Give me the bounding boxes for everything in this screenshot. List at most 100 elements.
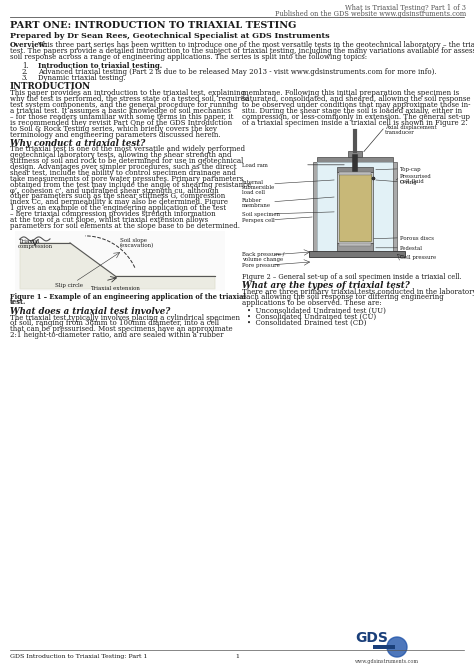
Text: parameters for soil elements at the slope base to be determined.: parameters for soil elements at the slop… — [10, 222, 240, 230]
Text: why the test is performed, the stress state of a tested soil, required: why the test is performed, the stress st… — [10, 95, 249, 103]
Text: 3.: 3. — [22, 74, 28, 82]
Text: geotechnical laboratory tests, allowing the shear strength and: geotechnical laboratory tests, allowing … — [10, 151, 231, 159]
Text: •  Unconsolidated Undrained test (UU): • Unconsolidated Undrained test (UU) — [247, 308, 386, 315]
Text: at the top of a cut slope, whilst triaxial extension allows: at the top of a cut slope, whilst triaxi… — [10, 216, 208, 224]
Text: Triaxial: Triaxial — [18, 239, 39, 244]
Text: Top-cap: Top-cap — [400, 167, 422, 172]
Text: compression, or less-commonly in extension. The general set-up: compression, or less-commonly in extensi… — [242, 113, 470, 121]
Text: volume change: volume change — [242, 257, 283, 262]
Text: Triaxial extension: Triaxial extension — [90, 286, 140, 291]
Text: test.: test. — [10, 298, 26, 306]
Text: design. Advantages over simpler procedures, such as the direct: design. Advantages over simpler procedur… — [10, 163, 237, 171]
Circle shape — [387, 637, 407, 657]
Text: •  Consolidated Undrained test (CU): • Consolidated Undrained test (CU) — [247, 313, 376, 321]
Text: GDS Introduction to Triaxial Testing: Part 1: GDS Introduction to Triaxial Testing: Pa… — [10, 654, 147, 659]
Bar — [339, 172, 371, 175]
Bar — [339, 174, 371, 241]
Text: 1.: 1. — [22, 62, 29, 70]
Text: Back pressure /: Back pressure / — [242, 252, 284, 257]
Text: applications to be observed. These are:: applications to be observed. These are: — [242, 299, 382, 308]
Text: Figure 1 – Example of an engineering application of the triaxial: Figure 1 – Example of an engineering app… — [10, 293, 246, 301]
Text: – here triaxial compression provides strength information: – here triaxial compression provides str… — [10, 210, 216, 218]
Bar — [309, 251, 405, 257]
Text: Overview:: Overview: — [10, 41, 48, 49]
Bar — [339, 243, 371, 246]
Text: test. The papers provide a detailed introduction to the subject of triaxial test: test. The papers provide a detailed intr… — [10, 47, 474, 55]
Text: This paper provides an introduction to the triaxial test, explaining: This paper provides an introduction to t… — [10, 89, 245, 97]
Text: load cell: load cell — [242, 190, 265, 195]
Text: of soil, ranging from 38mm to 100mm diameter, into a cell: of soil, ranging from 38mm to 100mm diam… — [10, 320, 219, 328]
Bar — [393, 161, 397, 251]
Text: Advanced triaxial testing (Part 2 is due to be released May 2013 - visit www.gds: Advanced triaxial testing (Part 2 is due… — [38, 68, 437, 76]
Bar — [337, 172, 373, 243]
Text: Dynamic triaxial testing.: Dynamic triaxial testing. — [38, 74, 126, 82]
Text: shear test, include the ability to control specimen drainage and: shear test, include the ability to contr… — [10, 169, 236, 177]
Text: Axial displacement: Axial displacement — [385, 125, 437, 130]
Polygon shape — [20, 243, 215, 289]
Text: index Cc, and permeability k may also be determined. Figure: index Cc, and permeability k may also be… — [10, 198, 228, 206]
Text: stiffness of soil and rock to be determined for use in geotechnical: stiffness of soil and rock to be determi… — [10, 157, 243, 165]
Text: 2:1 height-to-diameter ratio, and are sealed within a rubber: 2:1 height-to-diameter ratio, and are se… — [10, 331, 224, 339]
Text: is recommended they revisit Part One of the GDS Introduction: is recommended they revisit Part One of … — [10, 119, 232, 127]
Text: transducer: transducer — [385, 130, 415, 135]
Text: This three part series has been written to introduce one of the most versatile t: This three part series has been written … — [38, 41, 474, 49]
Text: soil response across a range of engineering applications. The series is split in: soil response across a range of engineer… — [10, 54, 367, 62]
Text: Soil specimen: Soil specimen — [242, 212, 280, 217]
Text: saturated, consolidated, and sheared, allowing the soil response: saturated, consolidated, and sheared, al… — [242, 95, 471, 103]
Bar — [317, 161, 393, 251]
Text: Introduction to triaxial testing.: Introduction to triaxial testing. — [38, 62, 162, 70]
Bar — [337, 243, 373, 251]
Text: of a triaxial specimen inside a triaxial cell is shown in Figure 2.: of a triaxial specimen inside a triaxial… — [242, 119, 468, 127]
Text: – for those readers unfamiliar with some terms in this paper, it: – for those readers unfamiliar with some… — [10, 113, 233, 121]
Bar — [15, 231, 225, 291]
Text: The triaxial test is one of the most versatile and widely performed: The triaxial test is one of the most ver… — [10, 145, 245, 153]
Text: Slip circle: Slip circle — [55, 283, 83, 288]
Text: membrane. Following this initial preparation the specimen is: membrane. Following this initial prepara… — [242, 89, 459, 97]
Text: There are three primary triaxial tests conducted in the laboratory,: There are three primary triaxial tests c… — [242, 287, 474, 295]
Text: INTRODUCTION: INTRODUCTION — [10, 82, 91, 91]
Text: Prepared by Dr Sean Rees, Geotechnical Specialist at GDS Instruments: Prepared by Dr Sean Rees, Geotechnical S… — [10, 32, 329, 40]
Text: take measurements of pore water pressures. Primary parameters: take measurements of pore water pressure… — [10, 175, 243, 183]
Text: Cell pressure: Cell pressure — [400, 255, 436, 260]
Text: cell fluid: cell fluid — [400, 179, 424, 184]
Text: O-ring: O-ring — [400, 180, 418, 185]
Bar — [317, 157, 393, 161]
Text: www.gdsinstruments.com: www.gdsinstruments.com — [355, 659, 419, 664]
Bar — [313, 161, 317, 251]
Text: Published on the GDS website www.gdsinstruments.com: Published on the GDS website www.gdsinst… — [275, 10, 466, 18]
Text: Perspex cell: Perspex cell — [242, 218, 275, 223]
Text: each allowing the soil response for differing engineering: each allowing the soil response for diff… — [242, 293, 444, 302]
Text: •  Consolidated Drained test (CD): • Consolidated Drained test (CD) — [247, 319, 366, 327]
Text: What is Triaxial Testing? Part 1 of 3: What is Triaxial Testing? Part 1 of 3 — [345, 4, 466, 12]
Text: 2.: 2. — [22, 68, 29, 76]
Text: Porous discs: Porous discs — [400, 236, 434, 241]
Text: test system components, and the general procedure for running: test system components, and the general … — [10, 101, 238, 109]
Text: (excavation): (excavation) — [120, 243, 154, 248]
Text: Figure 2 – General set-up of a soil specimen inside a triaxial cell.: Figure 2 – General set-up of a soil spec… — [242, 273, 462, 281]
Text: What does a triaxial test involve?: What does a triaxial test involve? — [10, 307, 170, 316]
Text: Why conduct a triaxial test?: Why conduct a triaxial test? — [10, 139, 145, 147]
Text: submersible: submersible — [242, 185, 275, 190]
Text: GDS: GDS — [355, 631, 388, 645]
Text: 1: 1 — [235, 654, 239, 659]
Text: The triaxial test typically involves placing a cylindrical specimen: The triaxial test typically involves pla… — [10, 314, 240, 322]
Text: other parameters such as the shear stiffness G, compression: other parameters such as the shear stiff… — [10, 192, 225, 200]
Text: Pore pressure: Pore pressure — [242, 263, 280, 268]
Text: that can be pressurised. Most specimens have an approximate: that can be pressurised. Most specimens … — [10, 326, 233, 334]
Text: terminology and engineering parameters discussed herein.: terminology and engineering parameters d… — [10, 131, 220, 139]
Text: φ’, cohesion c’, and undrained shear strength cu, although: φ’, cohesion c’, and undrained shear str… — [10, 187, 219, 194]
Text: Internal: Internal — [242, 180, 264, 185]
Text: Soil slope: Soil slope — [120, 238, 147, 243]
Text: membrane: membrane — [242, 203, 271, 208]
Text: compression: compression — [18, 244, 53, 249]
Text: obtained from the test may include the angle of shearing resistance: obtained from the test may include the a… — [10, 181, 251, 189]
Text: to Soil & Rock Testing series, which briefly covers the key: to Soil & Rock Testing series, which bri… — [10, 125, 217, 133]
Bar — [373, 645, 395, 649]
Text: What are the types of triaxial test?: What are the types of triaxial test? — [242, 281, 410, 290]
Text: PART ONE: INTRODUCTION TO TRIAXIAL TESTING: PART ONE: INTRODUCTION TO TRIAXIAL TESTI… — [10, 21, 296, 30]
Text: Rubber: Rubber — [242, 198, 262, 203]
Text: situ. During the shear stage the soil is loaded axially, either in: situ. During the shear stage the soil is… — [242, 107, 462, 115]
Text: to be observed under conditions that may approximate those in-: to be observed under conditions that may… — [242, 101, 471, 109]
Text: Pressurised: Pressurised — [400, 174, 432, 179]
Bar — [337, 167, 373, 172]
